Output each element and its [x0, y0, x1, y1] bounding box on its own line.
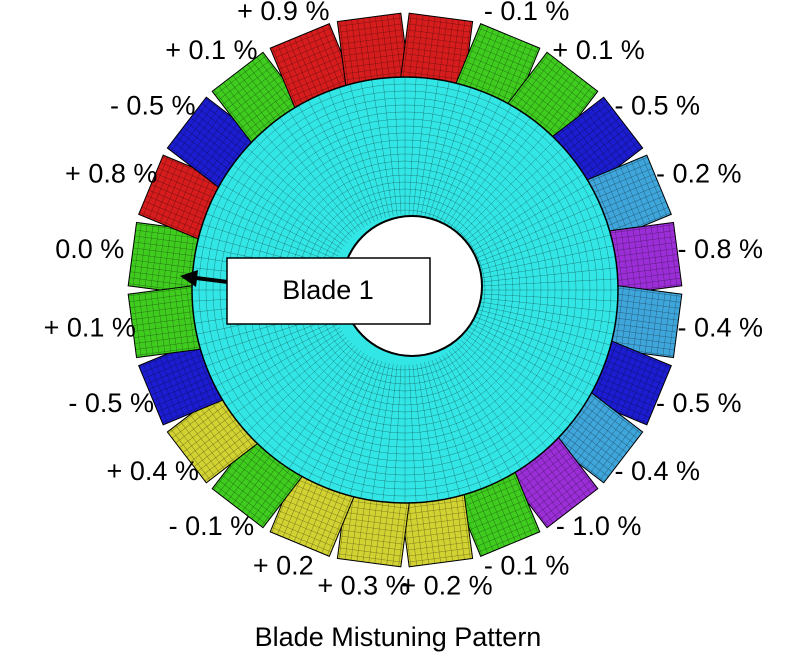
blade-label: - 0.1 % — [484, 550, 570, 580]
blade-label: + 0.8 % — [65, 158, 157, 188]
blade-label: + 0.1 % — [44, 312, 136, 342]
blade-label: - 0.4 % — [615, 456, 701, 486]
blade-label: - 0.2 % — [656, 158, 742, 188]
blade-label: - 0.1 % — [484, 0, 570, 26]
blade-label: - 0.5 % — [656, 388, 742, 418]
callout-text: Blade 1 — [282, 275, 374, 305]
figure: 0.0 %+ 0.8 %- 0.5 %+ 0.1 %+ 0.9 %+ 1.0 %… — [0, 0, 798, 663]
blade-label: + 0.4 % — [107, 456, 199, 486]
blade-label: - 0.5 % — [68, 388, 154, 418]
blade-label: 0.0 % — [55, 234, 124, 264]
blade-label: + 0.2 — [253, 550, 314, 580]
blade-label: + 0.2 % — [400, 571, 492, 601]
blade-label: - 1.0 % — [556, 511, 642, 541]
blade-label: + 1.0 % — [317, 0, 409, 6]
blade-label: + 0.9 % — [237, 0, 329, 26]
blade-label: - 0.4 % — [678, 312, 764, 342]
blade-label: - 0.1 % — [169, 511, 255, 541]
blade-label: - 0.5 % — [615, 90, 701, 120]
blade-label: - 0.5 % — [110, 90, 196, 120]
title: Blade Mistuning Pattern — [255, 622, 542, 652]
blade-label: + 1.0 % — [400, 0, 492, 6]
blade-label: + 0.1 % — [165, 35, 257, 65]
blade-label: - 0.8 % — [678, 234, 764, 264]
blade-label: + 0.3 % — [317, 571, 409, 601]
blade-label: + 0.1 % — [552, 35, 644, 65]
